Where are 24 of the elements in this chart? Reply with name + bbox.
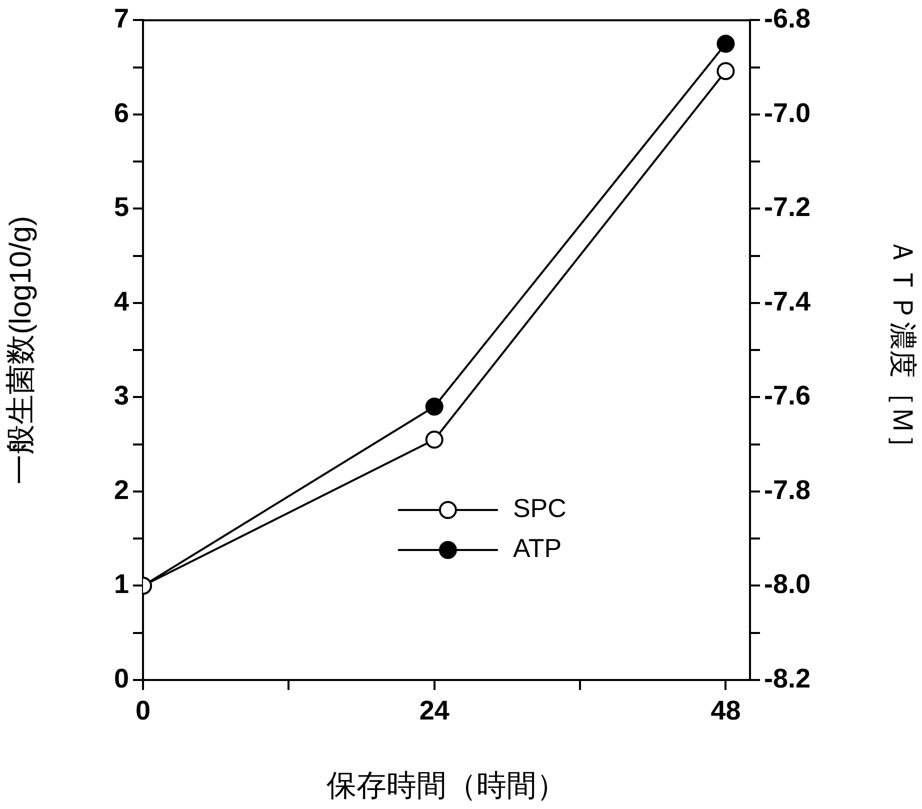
- x-tick-label: 24: [419, 696, 450, 726]
- y-tick-label: 6: [114, 98, 129, 128]
- y-tick-label: 4: [114, 286, 129, 316]
- y2-tick-label: -6.8: [764, 4, 811, 34]
- y-tick-label: 0: [114, 663, 129, 694]
- y-axis-title: 一般生菌数(log10/g): [4, 216, 38, 484]
- x-tick-label: 48: [710, 696, 741, 726]
- y2-tick-label: -7.6: [764, 380, 811, 411]
- y2-tick-label: -7.4: [764, 286, 811, 316]
- legend-label: ATP: [512, 533, 562, 564]
- y-tick-label: 1: [114, 569, 129, 600]
- y2-tick-label: -7.8: [764, 474, 811, 505]
- y2-tick-label: -7.0: [764, 98, 811, 128]
- legend-label: SPC: [512, 493, 566, 524]
- y2-tick-label: -7.2: [764, 192, 811, 222]
- x-axis-title: 保存時間（時間）: [326, 769, 566, 802]
- y2-tick-label: -8.2: [764, 663, 811, 694]
- y-tick-label: 3: [114, 380, 129, 411]
- y-tick-label: 2: [114, 474, 129, 505]
- y-tick-label: 7: [114, 4, 129, 34]
- y-tick-label: 5: [114, 192, 129, 222]
- y2-axis-title: ＡＴＰ濃度［Ｍ］: [887, 238, 918, 462]
- y2-tick-label: -8.0: [764, 569, 811, 600]
- x-tick-label: 0: [135, 696, 151, 726]
